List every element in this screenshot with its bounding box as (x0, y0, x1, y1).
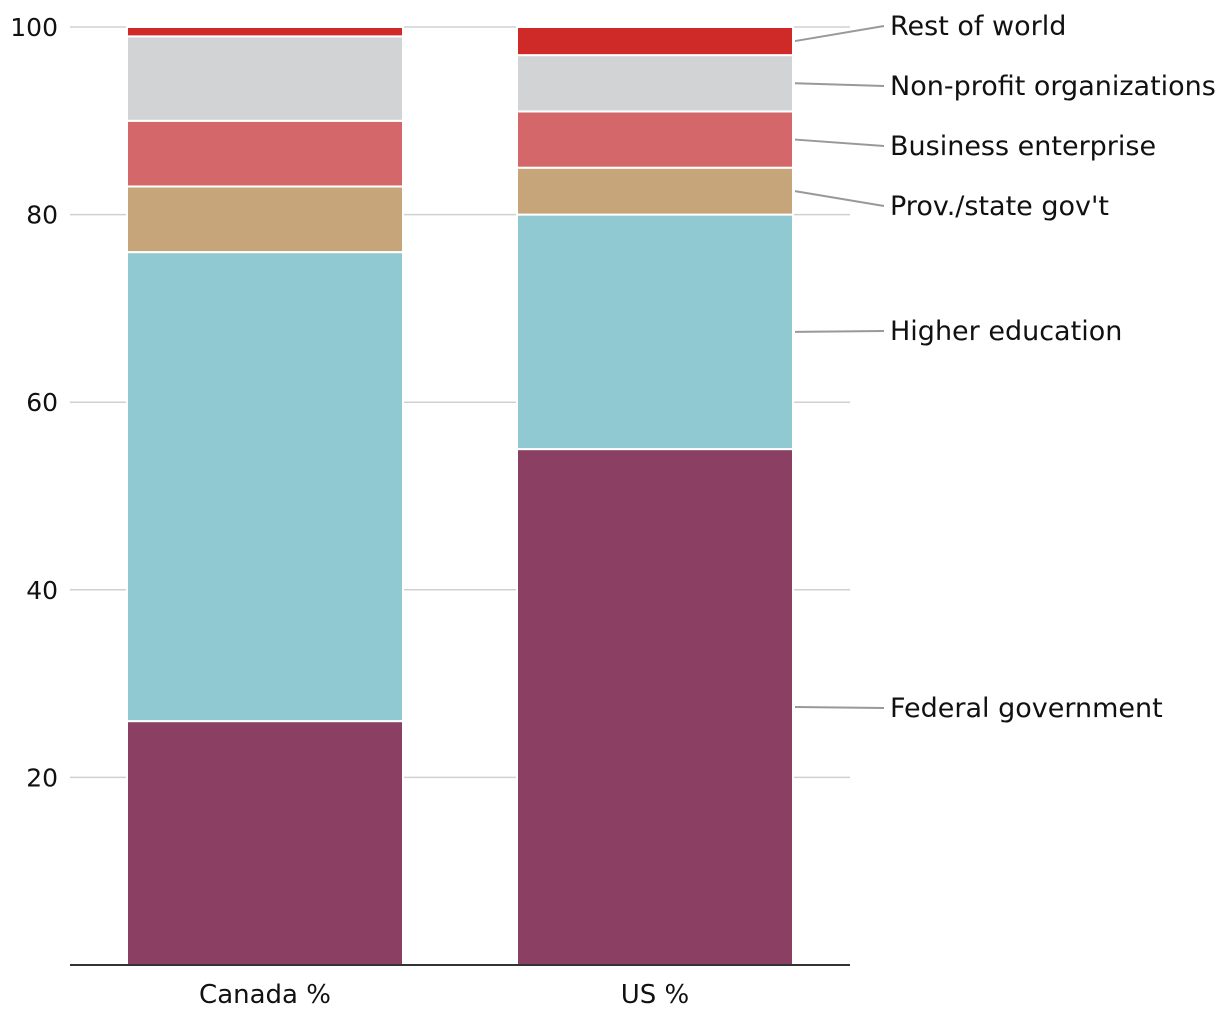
leader-line-rest-of-world (794, 25, 885, 43)
leader-line-prov-state-gov-t (794, 190, 885, 207)
series-label-business-enterprise: Business enterprise (890, 131, 1156, 162)
bars (126, 26, 794, 967)
category-label-us: US % (621, 980, 690, 1010)
y-tick-label-20: 20 (26, 763, 58, 792)
leader-line-non-profit-organizations (794, 82, 885, 87)
bar-segment-canada-business-enterprise (126, 119, 404, 188)
category-labels: Canada % US % (199, 980, 689, 1010)
bar-segment-canada-higher-education (126, 251, 404, 723)
bar-segment-us-business-enterprise (516, 110, 794, 169)
leader-line-business-enterprise (794, 138, 885, 147)
y-tick-labels: 20 40 60 80 100 (10, 13, 58, 792)
bar-segment-canada-federal-government (126, 720, 404, 966)
bar-segment-us-rest-of-world (516, 26, 794, 57)
bar-segment-us-non-profit-organizations (516, 54, 794, 113)
bar-segment-us-prov-state-gov-t (516, 166, 794, 216)
y-tick-label-80: 80 (26, 201, 58, 230)
bar-segment-canada-non-profit-organizations (126, 35, 404, 122)
series-label-higher-education: Higher education (890, 316, 1122, 347)
series-label-rest-of-world: Rest of world (890, 11, 1066, 42)
bar-segment-us-federal-government (516, 448, 794, 967)
y-tick-label-60: 60 (26, 388, 58, 417)
y-tick-label-100: 100 (10, 13, 58, 42)
leader-line-higher-education (794, 330, 885, 333)
series-labels: Federal government Higher education Prov./… (794, 11, 1216, 724)
leader-line-federal-government (794, 706, 885, 709)
series-label-non-profit-organizations: Non-profit organizations (890, 71, 1216, 102)
bar-segment-canada-rest-of-world (126, 26, 404, 38)
series-label-federal-government: Federal government (890, 693, 1163, 724)
bar-segment-canada-prov-state-gov-t (126, 185, 404, 254)
y-tick-label-40: 40 (26, 576, 58, 605)
bar-segment-us-higher-education (516, 213, 794, 451)
category-label-canada: Canada % (199, 980, 331, 1010)
series-label-prov-state-gov-t: Prov./state gov't (890, 191, 1109, 222)
